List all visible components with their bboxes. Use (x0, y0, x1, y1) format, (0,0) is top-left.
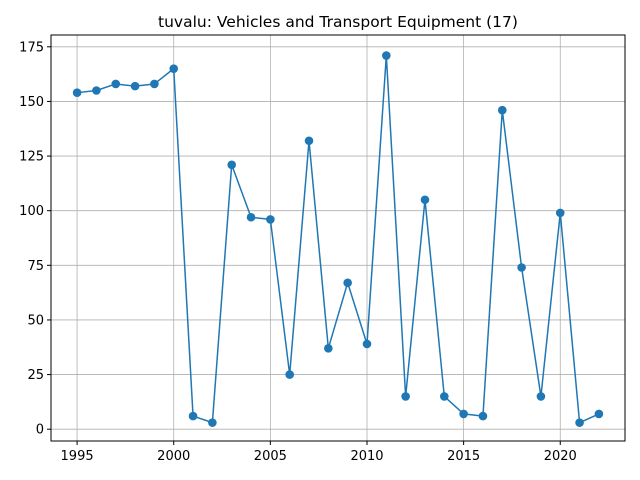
x-tick-label: 2015 (447, 449, 480, 464)
data-point (594, 409, 604, 419)
y-tick-label: 25 (27, 368, 44, 383)
data-point (517, 263, 526, 272)
data-point (478, 411, 488, 421)
data-point (266, 215, 275, 224)
data-point (439, 392, 449, 401)
y-axis: 0 25 50 75 100 125 150 175 (19, 40, 51, 438)
x-axis: 1995 2000 2005 2010 2015 2020 (61, 441, 577, 464)
data-point (188, 411, 198, 421)
data-point (92, 86, 101, 95)
x-tick-label: 2000 (157, 449, 190, 464)
data-point (246, 212, 256, 222)
data-point (169, 64, 179, 73)
data-point (497, 105, 507, 115)
data-point (575, 418, 584, 427)
data-point (401, 392, 410, 401)
data-point (208, 418, 217, 427)
data-point (343, 278, 352, 288)
data-point (420, 195, 430, 205)
data-point (227, 160, 237, 170)
data-point (150, 79, 159, 89)
data-point (382, 51, 391, 60)
plot-frame (50, 34, 626, 442)
data-point (459, 409, 468, 419)
x-tick-label: 2010 (350, 449, 383, 464)
data-point (362, 339, 372, 349)
data-point (130, 81, 140, 91)
y-tick-label: 75 (27, 259, 44, 274)
data-point (324, 344, 333, 353)
y-tick-label: 0 (36, 423, 44, 438)
x-tick-label: 1995 (61, 449, 94, 464)
y-tick-label: 100 (19, 204, 44, 219)
y-tick-label: 175 (19, 40, 44, 55)
y-tick-label: 125 (19, 150, 44, 165)
data-point (304, 136, 314, 146)
data-point (285, 370, 294, 379)
series-layer (72, 51, 604, 427)
data-point (111, 79, 121, 89)
data-point (72, 88, 82, 97)
x-tick-label: 2005 (254, 449, 287, 464)
chart-title: tuvalu: Vehicles and Transport Equipment… (158, 13, 518, 31)
grid (51, 35, 625, 441)
data-point (555, 208, 565, 218)
data-point (536, 392, 546, 401)
x-tick-label: 2020 (544, 449, 577, 464)
series-line (77, 54, 600, 424)
y-tick-label: 150 (19, 95, 44, 110)
y-tick-label: 50 (27, 313, 44, 328)
